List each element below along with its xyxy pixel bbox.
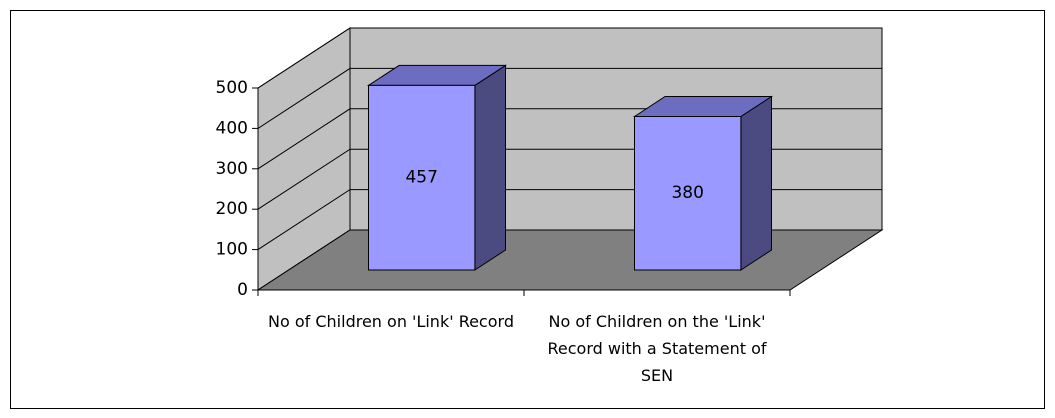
x-tick-label: No of Children on the 'Link' Record with… <box>547 312 767 385</box>
y-tick-label: 300 <box>216 159 248 179</box>
data-label: 380 <box>671 183 703 203</box>
bar <box>632 95 774 271</box>
y-tick-label: 100 <box>216 240 248 260</box>
y-tick-label: 400 <box>216 118 248 138</box>
bar-front <box>634 116 742 271</box>
bar-side <box>474 64 506 271</box>
data-label: 457 <box>405 168 437 188</box>
grid-line <box>257 67 882 129</box>
y-tick-label: 0 <box>237 280 248 300</box>
y-tick-label: 500 <box>216 78 248 98</box>
x-tick-label: No of Children on 'Link' Record <box>268 312 514 331</box>
bar-side <box>740 95 772 271</box>
grid-line <box>257 27 882 89</box>
y-tick-label: 200 <box>216 199 248 219</box>
floor <box>256 229 884 291</box>
bar-front <box>368 84 476 271</box>
bar <box>366 64 508 271</box>
